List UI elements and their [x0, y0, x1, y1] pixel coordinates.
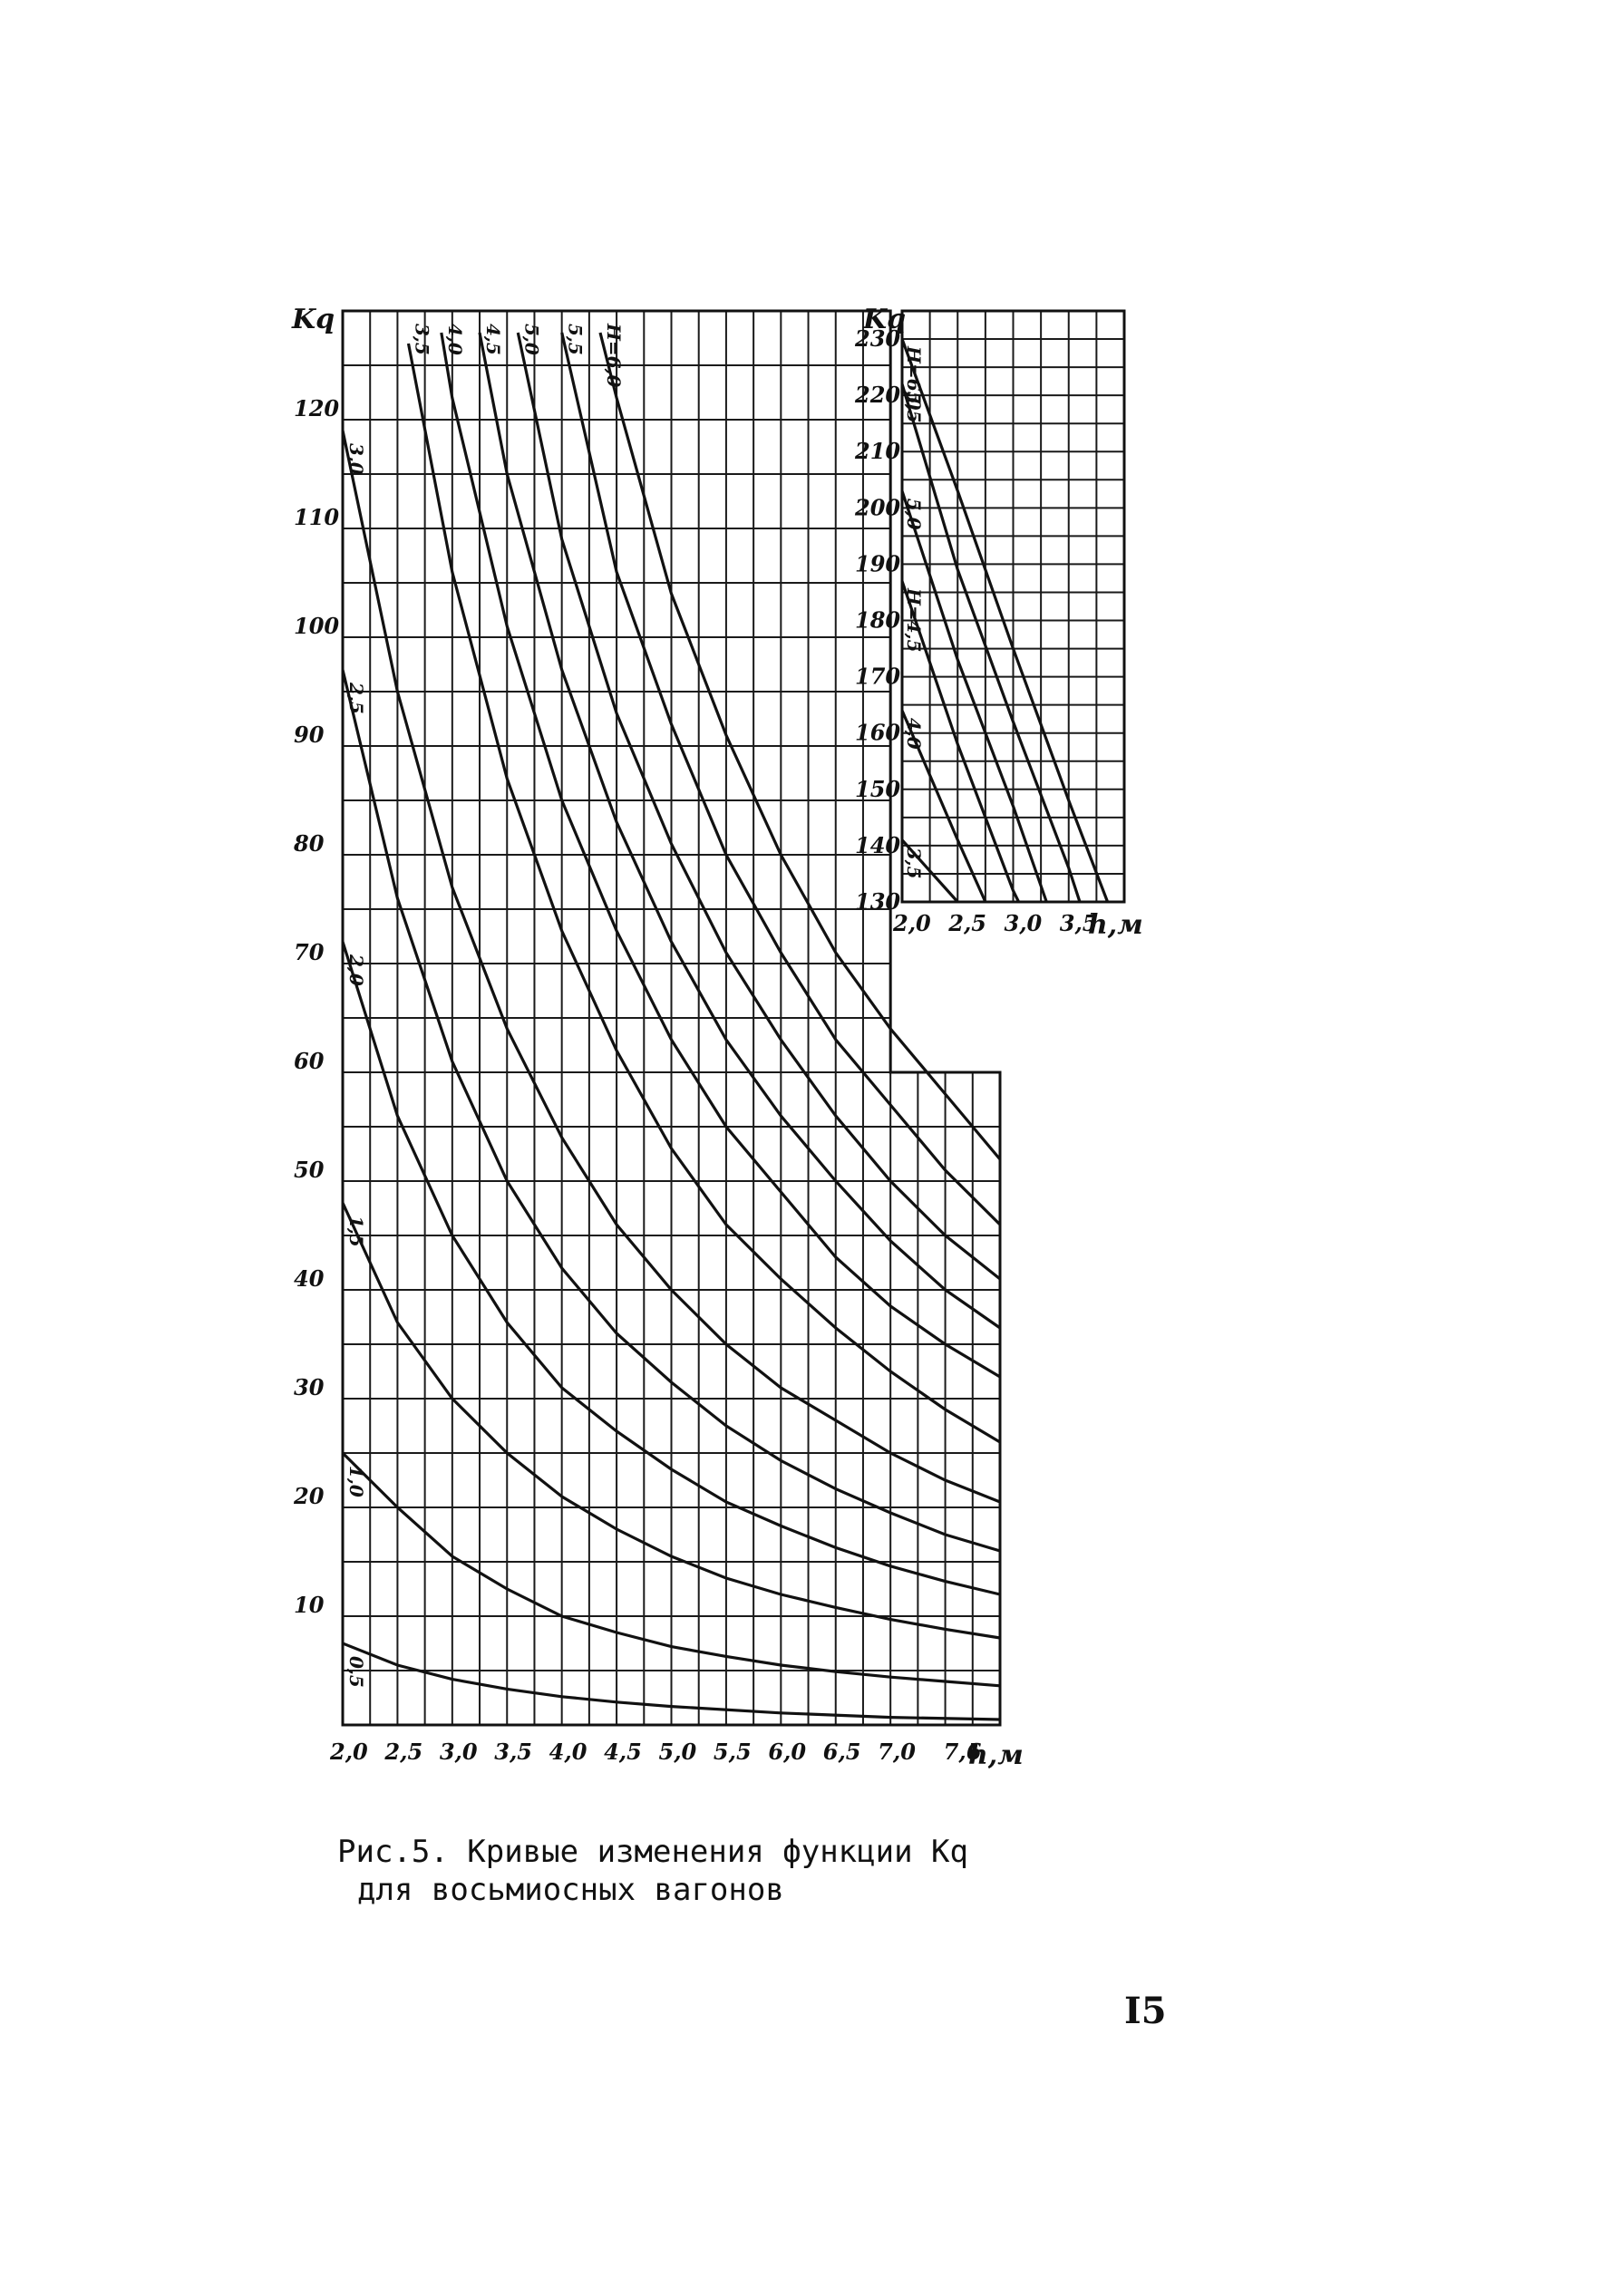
main-curve-1: [341, 1451, 1001, 1688]
inset-curve-4: [900, 383, 1082, 903]
caption-line-1: Рис.5. Кривые изменения функции Kq: [337, 1834, 968, 1870]
inset-chart-y-axis-label: Kq: [862, 304, 906, 335]
main-x-tick-1: 2,5: [384, 1739, 422, 1765]
inset-curve-label-3: 5,0: [903, 499, 925, 530]
main-chart-y-axis-label: Kq: [291, 304, 335, 335]
inset-y-tick-2: 150: [855, 776, 900, 802]
main-y-tick-5: 60: [294, 1048, 325, 1074]
main-curve-3: [341, 941, 1001, 1596]
inset-chart-y-tick-labels: 130 140 150 160 170 180 190 200 210 220 230: [854, 325, 900, 915]
inset-y-tick-0: 130: [855, 888, 900, 915]
inset-y-tick-9: 220: [854, 382, 900, 408]
page-number: I5: [1124, 1990, 1167, 2032]
main-curve-label-7: 4,0: [444, 324, 466, 355]
main-y-tick-6: 70: [294, 939, 325, 965]
main-y-tick-9: 100: [294, 613, 339, 639]
inset-chart-frame: [900, 309, 1126, 904]
main-chart-curve-labels: 0,5 1,0 1,5 2,0 2,5 3,0 3,5 4,0 4,5 5,0 5,5 H=6,0: [345, 323, 625, 1688]
inset-curve-label-4: 5,5: [903, 392, 925, 423]
main-curve-label-11: H=6,0: [603, 323, 625, 388]
inset-curve-label-2: H=4,5: [903, 587, 925, 652]
main-chart-x-axis-label: h,м: [968, 1739, 1024, 1771]
inset-chart: 3,54,0H=4,55,05,5H=6,0 2,0 2,5 3,0 3,5 1301…: [854, 304, 1143, 941]
main-curve-6: [406, 343, 1001, 1444]
inset-y-tick-5: 180: [855, 607, 900, 634]
main-y-tick-0: 10: [294, 1592, 325, 1618]
main-curve-label-2: 1,5: [345, 1216, 367, 1247]
main-curve-label-6: 3,5: [412, 324, 433, 355]
main-y-tick-3: 40: [294, 1265, 325, 1292]
inset-curve-2: [900, 580, 1021, 903]
inset-y-tick-10: 230: [854, 325, 900, 352]
main-curve-label-8: 4,5: [482, 324, 504, 355]
main-y-tick-8: 90: [294, 722, 325, 748]
main-curve-0: [342, 1642, 1001, 1721]
main-x-tick-8: 6,0: [768, 1739, 806, 1765]
main-curve-label-3: 2,0: [345, 954, 367, 986]
main-curve-label-10: 5,5: [565, 324, 587, 355]
inset-x-tick-1: 2,5: [947, 910, 986, 936]
inset-y-tick-1: 140: [855, 832, 900, 858]
inset-chart-curve-labels: 3,5 4,0 H=4,5 5,0 5,5H=6,0: [903, 345, 925, 878]
inset-y-tick-4: 170: [855, 664, 900, 690]
caption-line-2: для восьмиосных вагонов: [357, 1872, 784, 1908]
main-chart-x-tick-labels: 2,0 2,5 3,0 3,5 4,0 4,5 5,0 5,5 6,0 6,5 7,0 7,6: [329, 1739, 982, 1765]
main-curve-label-4: 2,5: [345, 682, 367, 714]
inset-curve-3: [900, 490, 1048, 903]
main-curve-label-1: 1,0: [345, 1466, 367, 1497]
inset-y-tick-6: 190: [855, 550, 900, 576]
main-y-tick-2: 30: [294, 1374, 325, 1400]
inset-chart-curves: [900, 338, 1110, 904]
main-chart-y-tick-labels: 10 20 30 40 50 60 70 80 90 100 110 120: [293, 395, 339, 1618]
main-y-tick-1: 20: [293, 1483, 325, 1509]
main-x-tick-9: 6,5: [823, 1739, 861, 1765]
main-curve-label-5: 3,0: [345, 443, 367, 475]
main-y-tick-4: 50: [294, 1157, 325, 1183]
inset-curve-1: [900, 710, 987, 903]
main-curve-4: [341, 669, 1001, 1553]
main-y-tick-10: 110: [294, 504, 339, 530]
inset-x-tick-2: 3,0: [1005, 910, 1043, 936]
main-curve-11: [598, 332, 1002, 1161]
main-x-tick-6: 5,0: [659, 1739, 697, 1765]
main-chart-curves: [341, 332, 1002, 1721]
main-x-tick-11: 7,6: [944, 1739, 982, 1765]
main-chart: 0,51,01,52,02,53,03,5 4,0 4,5 5,0 5,5 H=6,0 2…: [291, 304, 1024, 1771]
main-x-tick-4: 4,0: [549, 1739, 588, 1765]
main-x-tick-3: 3,5: [494, 1739, 532, 1765]
inset-chart-x-axis-label: h,м: [1088, 909, 1143, 941]
inset-curve-label-5: H=6,0: [903, 345, 925, 411]
inset-curve-label-1: 4,0: [903, 718, 925, 750]
inset-x-tick-0: 2,0: [892, 910, 931, 936]
main-chart-frame: [341, 309, 1002, 1727]
main-y-tick-7: 80: [293, 830, 325, 857]
main-curve-2: [341, 1202, 1001, 1640]
inset-curve-label-0: 3,5: [903, 848, 925, 879]
inset-y-tick-8: 210: [854, 438, 900, 464]
main-curve-10: [560, 332, 1002, 1226]
inset-chart-x-tick-labels: 2,0 2,5 3,0 3,5: [892, 910, 1098, 936]
main-x-tick-10: 7,0: [878, 1739, 916, 1765]
inset-x-tick-3: 3,5: [1060, 910, 1098, 936]
inset-y-tick-7: 200: [854, 494, 900, 520]
inset-curve-5: [900, 338, 1110, 903]
main-x-tick-7: 5,5: [714, 1739, 752, 1765]
main-x-tick-2: 3,0: [440, 1739, 478, 1765]
main-curve-5: [341, 430, 1001, 1504]
main-curve-9: [516, 332, 1001, 1281]
main-x-tick-0: 2,0: [329, 1739, 368, 1765]
inset-curve-0: [900, 838, 959, 904]
main-curve-label-0: 0,5: [345, 1656, 367, 1688]
main-curve-7: [440, 332, 1001, 1379]
inset-chart-grid: [900, 309, 1126, 904]
main-y-tick-11: 120: [294, 395, 339, 421]
main-curve-label-9: 5,0: [520, 324, 542, 355]
main-curve-8: [478, 332, 1001, 1330]
inset-y-tick-3: 160: [855, 720, 900, 746]
main-x-tick-5: 4,5: [604, 1739, 642, 1765]
figure-caption: Рис.5. Кривые изменения функции Kq для в…: [337, 1833, 1153, 1909]
